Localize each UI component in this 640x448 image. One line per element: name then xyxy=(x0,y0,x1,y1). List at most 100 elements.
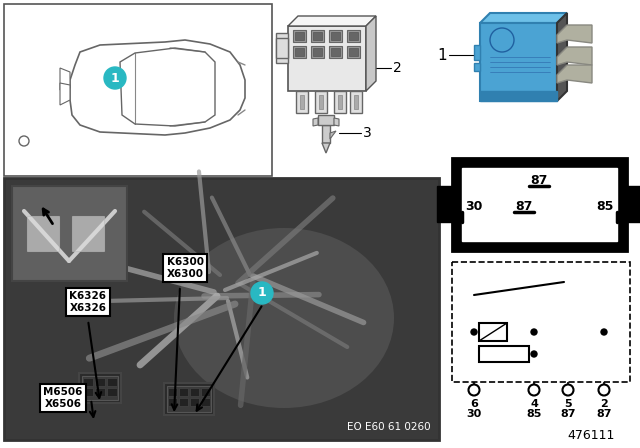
Circle shape xyxy=(531,329,537,335)
Bar xyxy=(168,398,177,406)
Bar xyxy=(479,346,529,362)
Polygon shape xyxy=(557,47,592,65)
Bar xyxy=(350,91,362,113)
Bar xyxy=(293,46,306,58)
Bar xyxy=(296,91,308,113)
Polygon shape xyxy=(276,33,288,63)
Text: 85: 85 xyxy=(596,199,614,212)
Text: 3: 3 xyxy=(363,126,372,140)
Bar xyxy=(190,398,199,406)
Bar xyxy=(201,388,210,396)
Text: 4: 4 xyxy=(530,399,538,409)
Bar xyxy=(4,178,439,440)
Bar xyxy=(167,386,211,412)
Bar xyxy=(4,4,272,176)
Text: 1: 1 xyxy=(437,47,447,63)
Text: 87: 87 xyxy=(515,199,532,212)
Bar xyxy=(452,158,627,251)
Polygon shape xyxy=(334,118,339,126)
Polygon shape xyxy=(366,16,376,91)
Bar xyxy=(334,91,346,113)
Bar xyxy=(295,32,304,40)
Bar xyxy=(79,373,121,403)
Polygon shape xyxy=(313,118,318,126)
Text: K6300
X6300: K6300 X6300 xyxy=(166,257,204,279)
Polygon shape xyxy=(322,143,330,153)
Bar xyxy=(480,23,557,101)
Bar xyxy=(322,125,330,143)
Bar xyxy=(83,378,93,386)
Text: 476111: 476111 xyxy=(568,429,615,442)
Bar xyxy=(201,398,210,406)
Polygon shape xyxy=(557,13,567,101)
Bar xyxy=(338,95,342,109)
Bar xyxy=(190,388,199,396)
Circle shape xyxy=(19,136,29,146)
Bar xyxy=(329,46,342,58)
Bar xyxy=(179,398,188,406)
Bar xyxy=(288,26,366,91)
Circle shape xyxy=(251,282,273,304)
Circle shape xyxy=(468,384,479,396)
Bar xyxy=(82,376,118,400)
Circle shape xyxy=(598,384,609,396)
Text: 30: 30 xyxy=(465,199,483,212)
Bar xyxy=(462,168,617,241)
Bar xyxy=(347,46,360,58)
Text: M6506
X6506: M6506 X6506 xyxy=(44,387,83,409)
Text: EO E60 61 0260: EO E60 61 0260 xyxy=(348,422,431,432)
Polygon shape xyxy=(60,83,70,105)
Bar xyxy=(300,95,304,109)
Bar xyxy=(313,48,322,56)
Bar xyxy=(329,30,342,42)
Text: 2: 2 xyxy=(393,61,402,75)
Bar xyxy=(164,383,214,415)
Polygon shape xyxy=(557,25,592,43)
Circle shape xyxy=(104,67,126,89)
Bar xyxy=(347,30,360,42)
Bar xyxy=(83,388,93,396)
Circle shape xyxy=(471,329,477,335)
Bar xyxy=(107,388,117,396)
Bar xyxy=(276,38,288,58)
Bar xyxy=(474,63,480,71)
Bar xyxy=(474,45,480,60)
Text: 2: 2 xyxy=(600,399,608,409)
Bar xyxy=(72,216,104,251)
Polygon shape xyxy=(557,65,592,83)
Bar xyxy=(311,30,324,42)
Polygon shape xyxy=(288,16,376,26)
Text: K6326
X6326: K6326 X6326 xyxy=(70,291,106,313)
Polygon shape xyxy=(330,131,336,139)
Bar xyxy=(311,46,324,58)
Bar xyxy=(349,32,358,40)
Circle shape xyxy=(563,384,573,396)
Text: 87: 87 xyxy=(560,409,576,419)
Text: 87: 87 xyxy=(596,409,612,419)
Bar xyxy=(627,186,640,222)
Bar xyxy=(95,378,105,386)
Text: 1: 1 xyxy=(111,72,120,85)
Bar xyxy=(480,91,557,101)
Bar xyxy=(12,186,127,281)
Bar xyxy=(457,5,625,155)
Bar xyxy=(27,216,59,251)
Circle shape xyxy=(601,329,607,335)
Bar xyxy=(331,48,340,56)
Polygon shape xyxy=(318,115,334,125)
Bar xyxy=(168,388,177,396)
Bar xyxy=(331,32,340,40)
Bar xyxy=(354,95,358,109)
Bar xyxy=(349,48,358,56)
Circle shape xyxy=(529,384,540,396)
Text: 85: 85 xyxy=(526,409,541,419)
Bar xyxy=(437,186,452,222)
Ellipse shape xyxy=(174,228,394,408)
Polygon shape xyxy=(60,68,70,90)
Text: 6: 6 xyxy=(470,399,478,409)
Bar xyxy=(293,30,306,42)
Bar xyxy=(319,95,323,109)
Text: 5: 5 xyxy=(564,399,572,409)
Polygon shape xyxy=(480,13,567,23)
Text: 1: 1 xyxy=(258,287,266,300)
